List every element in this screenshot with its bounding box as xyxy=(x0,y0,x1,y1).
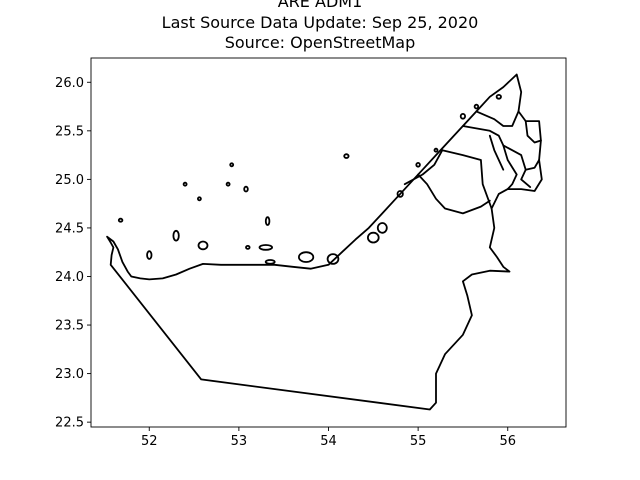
title-line-1: ARE ADM1 xyxy=(277,0,363,11)
island xyxy=(396,190,404,198)
y-tick-label: 25.0 xyxy=(55,173,84,188)
y-tick-label: 25.5 xyxy=(55,124,84,139)
internal-boundary xyxy=(502,144,518,190)
island xyxy=(297,251,315,263)
internal-boundary xyxy=(403,149,444,186)
island xyxy=(146,250,153,260)
x-tick-label: 55 xyxy=(410,434,427,449)
x-tick-label: 53 xyxy=(231,434,248,449)
internal-boundary xyxy=(475,110,520,127)
island xyxy=(326,253,340,265)
island xyxy=(196,196,202,202)
internal-boundary xyxy=(524,120,542,144)
island xyxy=(243,185,249,193)
y-tick-label: 24.0 xyxy=(55,270,84,285)
internal-boundary xyxy=(417,173,491,215)
internal-boundary xyxy=(488,134,505,171)
axes-frame xyxy=(90,57,567,428)
x-tick-label: 56 xyxy=(499,434,516,449)
island xyxy=(495,94,502,100)
y-tick-label: 22.5 xyxy=(55,416,84,431)
island xyxy=(376,222,388,234)
map-layer xyxy=(106,73,543,411)
y-tick-label: 24.5 xyxy=(55,221,84,236)
internal-boundary xyxy=(524,159,540,171)
island xyxy=(473,103,480,110)
island xyxy=(117,217,124,223)
x-tick-label: 52 xyxy=(141,434,158,449)
island xyxy=(197,240,209,251)
island xyxy=(433,147,439,153)
island xyxy=(459,113,466,120)
island xyxy=(229,162,235,168)
island xyxy=(245,244,251,250)
map-title: ARE ADM1 Last Source Data Update: Sep 25… xyxy=(0,0,640,54)
island xyxy=(258,244,274,251)
internal-boundary xyxy=(462,125,532,188)
island xyxy=(182,181,188,187)
title-line-2: Last Source Data Update: Sep 25, 2020 xyxy=(161,12,479,32)
island xyxy=(264,259,276,265)
island xyxy=(225,181,231,187)
x-tick-label: 54 xyxy=(320,434,337,449)
island xyxy=(343,153,350,159)
island xyxy=(172,229,180,242)
island xyxy=(415,162,421,168)
island xyxy=(264,216,271,226)
y-tick-label: 23.5 xyxy=(55,319,84,334)
axis-ticks: 52 53 54 55 56 22.5 23.0 23.5 24.0 24.5 25.0 25.5 26… xyxy=(55,76,516,449)
title-line-3: Source: OpenStreetMap xyxy=(224,33,416,52)
internal-boundary xyxy=(441,149,493,210)
y-tick-label: 26.0 xyxy=(55,76,84,91)
island xyxy=(366,231,380,244)
y-tick-label: 23.0 xyxy=(55,367,84,382)
outer-boundary xyxy=(106,73,543,411)
